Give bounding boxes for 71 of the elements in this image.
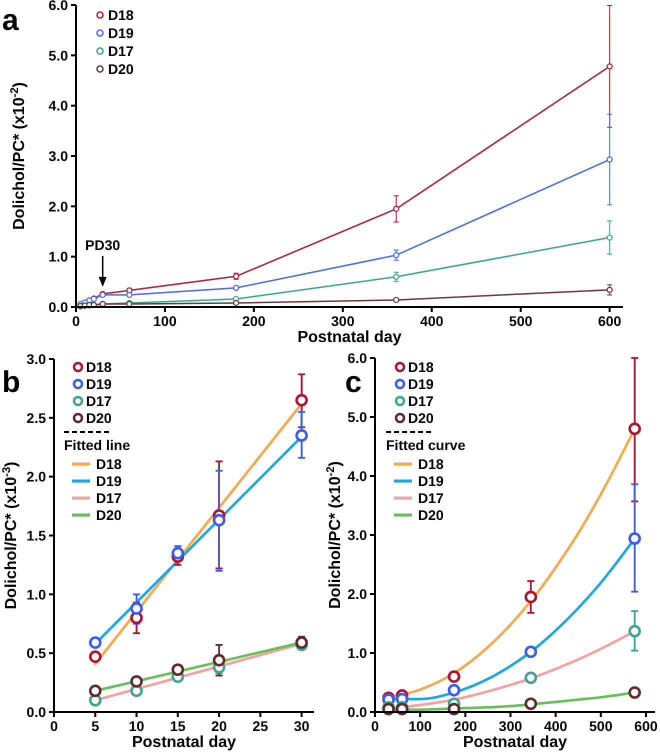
x-tick-label: 400 <box>544 718 568 734</box>
legend-label: D18 <box>86 359 112 375</box>
y-tick-label: 6.0 <box>48 0 68 13</box>
chart-title: a <box>2 4 19 37</box>
x-tick-label: 0 <box>50 718 58 734</box>
x-axis-title: Postnatal day <box>132 734 236 751</box>
y-tick-label: 0.0 <box>26 704 46 720</box>
x-tick-label: 500 <box>509 313 533 329</box>
legend-label: D19 <box>108 25 134 41</box>
legend-label: D20 <box>108 61 134 77</box>
x-tick-label: 10 <box>128 718 145 734</box>
y-tick-label: 4.0 <box>48 98 68 114</box>
y-tick-label: 2.0 <box>348 586 368 602</box>
legend-label: D18 <box>418 456 444 472</box>
legend-label: D17 <box>408 393 434 409</box>
y-tick-label: 1.0 <box>348 645 368 661</box>
x-tick-label: 0 <box>72 313 80 329</box>
legend-label: D17 <box>108 43 134 59</box>
chart-title: b <box>2 366 20 399</box>
y-tick-label: 2.0 <box>26 468 46 485</box>
y-tick-label: 5.0 <box>48 47 68 64</box>
annotation: Fitted line <box>64 437 130 453</box>
y-tick-label: 3.0 <box>48 148 68 164</box>
legend-label: D20 <box>96 507 122 523</box>
x-tick-label: 20 <box>211 718 228 734</box>
legend-label: D18 <box>408 359 434 375</box>
legend-label: D17 <box>96 490 122 506</box>
x-tick-label: 400 <box>420 313 444 329</box>
y-tick-label: 1.0 <box>26 586 46 602</box>
x-tick-label: 500 <box>589 718 613 734</box>
x-tick-label: 600 <box>634 718 658 734</box>
x-axis-title: Postnatal day <box>297 329 402 346</box>
annotation: PD30 <box>85 236 120 253</box>
y-tick-label: 0.0 <box>348 704 368 720</box>
legend-label: D19 <box>86 376 112 392</box>
x-tick-label: 15 <box>170 718 186 734</box>
y-tick-label: 4.0 <box>348 468 368 484</box>
annotation: Fitted curve <box>386 437 466 453</box>
x-tick-label: 100 <box>408 718 432 734</box>
x-tick-label: 5 <box>91 718 100 734</box>
y-tick-label: 3.0 <box>348 527 368 543</box>
x-axis-title: Postnatal day <box>462 734 568 751</box>
y-tick-label: 3.0 <box>26 351 46 367</box>
legend-label: D19 <box>96 473 122 489</box>
y-tick-label: 1.5 <box>26 528 46 544</box>
x-tick-label: 200 <box>242 313 266 329</box>
legend-label: D18 <box>96 456 122 472</box>
y-tick-label: 1.0 <box>48 248 68 265</box>
legend-label: D18 <box>108 7 134 23</box>
legend-label: D19 <box>418 473 444 489</box>
legend-label: D19 <box>408 376 434 392</box>
y-tick-label: 0.5 <box>26 645 46 662</box>
y-tick-label: 0.0 <box>48 299 68 315</box>
y-tick-label: 2.0 <box>48 198 68 214</box>
legend-label: D17 <box>86 393 112 409</box>
x-tick-label: 30 <box>294 718 310 734</box>
x-tick-label: 600 <box>598 313 622 329</box>
chart-title: c <box>345 366 362 399</box>
x-tick-label: 25 <box>252 718 268 734</box>
x-tick-label: 300 <box>331 313 355 329</box>
legend-label: D17 <box>418 490 444 506</box>
legend-label: D20 <box>86 410 112 426</box>
legend-label: D20 <box>418 507 444 523</box>
legend-label: D20 <box>408 410 434 426</box>
x-tick-label: 100 <box>153 313 177 329</box>
y-tick-label: 2.5 <box>26 410 46 426</box>
x-tick-label: 200 <box>454 718 478 734</box>
y-tick-label: 5.0 <box>348 409 368 425</box>
y-tick-label: 6.0 <box>348 350 368 366</box>
x-tick-label: 300 <box>498 718 522 734</box>
x-tick-label: 0 <box>371 718 380 734</box>
